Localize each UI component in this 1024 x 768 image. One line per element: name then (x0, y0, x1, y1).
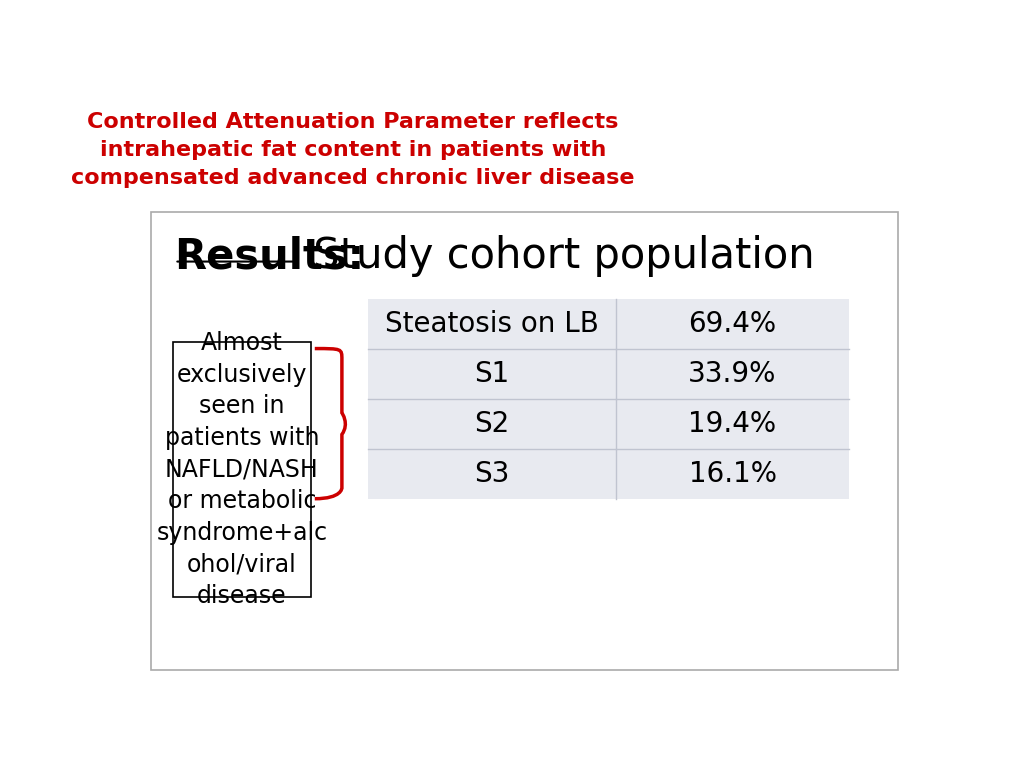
Text: S2: S2 (475, 409, 510, 438)
Text: Almost
exclusively
seen in
patients with
NAFLD/NASH
or metabolic
syndrome+alc
oh: Almost exclusively seen in patients with… (157, 331, 328, 607)
Text: 33.9%: 33.9% (688, 359, 776, 388)
FancyBboxPatch shape (369, 299, 849, 349)
FancyBboxPatch shape (173, 343, 311, 597)
FancyBboxPatch shape (152, 211, 898, 670)
Text: 19.4%: 19.4% (688, 409, 776, 438)
FancyBboxPatch shape (369, 399, 849, 449)
Text: 69.4%: 69.4% (688, 310, 776, 338)
Text: Controlled Attenuation Parameter reflects
intrahepatic fat content in patients w: Controlled Attenuation Parameter reflect… (71, 112, 635, 188)
Text: Results:: Results: (174, 235, 365, 277)
Text: 16.1%: 16.1% (688, 460, 776, 488)
FancyBboxPatch shape (369, 349, 849, 399)
Text: S3: S3 (474, 460, 510, 488)
Text: Study cohort population: Study cohort population (300, 235, 815, 277)
Text: S1: S1 (475, 359, 510, 388)
FancyBboxPatch shape (369, 449, 849, 498)
Text: Steatosis on LB: Steatosis on LB (385, 310, 599, 338)
